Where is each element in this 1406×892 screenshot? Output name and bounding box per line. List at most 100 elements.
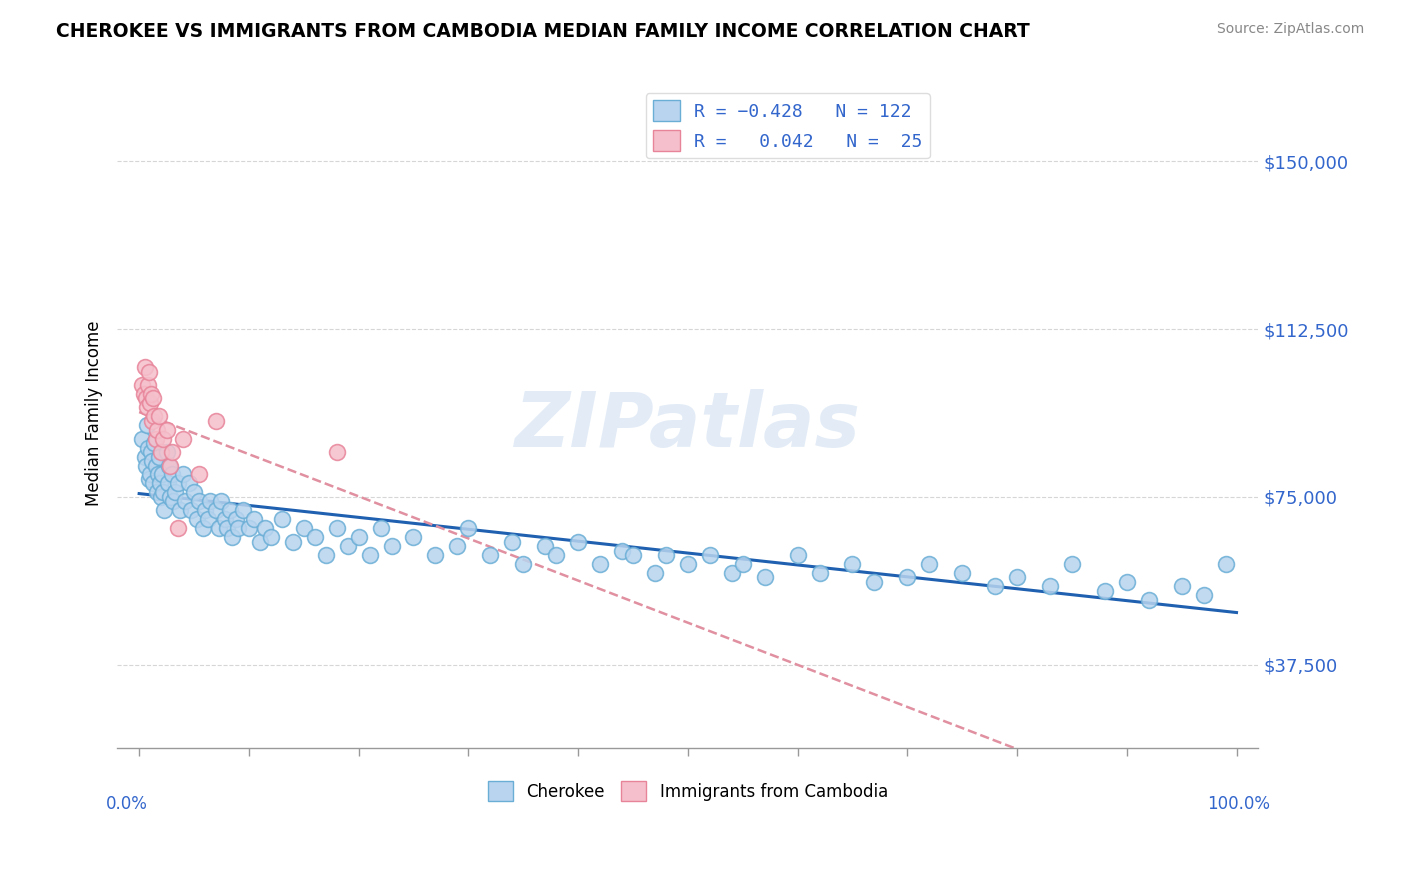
Point bbox=[143, 409, 166, 424]
Point bbox=[1005, 570, 1028, 584]
Point bbox=[160, 445, 183, 459]
Point bbox=[446, 539, 468, 553]
Point bbox=[156, 476, 179, 491]
Point bbox=[142, 392, 165, 406]
Point bbox=[621, 548, 644, 562]
Point bbox=[141, 414, 163, 428]
Point bbox=[1192, 588, 1215, 602]
Point bbox=[145, 423, 167, 437]
Point bbox=[219, 503, 242, 517]
Point bbox=[135, 401, 157, 415]
Point bbox=[863, 574, 886, 589]
Point bbox=[200, 494, 222, 508]
Point bbox=[208, 521, 231, 535]
Point bbox=[149, 476, 172, 491]
Point bbox=[950, 566, 973, 580]
Point bbox=[166, 476, 188, 491]
Point bbox=[786, 548, 808, 562]
Point bbox=[731, 557, 754, 571]
Point bbox=[214, 512, 236, 526]
Point bbox=[160, 467, 183, 482]
Point bbox=[183, 485, 205, 500]
Point bbox=[655, 548, 678, 562]
Point bbox=[188, 467, 211, 482]
Text: CHEROKEE VS IMMIGRANTS FROM CAMBODIA MEDIAN FAMILY INCOME CORRELATION CHART: CHEROKEE VS IMMIGRANTS FROM CAMBODIA MED… bbox=[56, 22, 1031, 41]
Point bbox=[260, 530, 283, 544]
Point bbox=[136, 378, 159, 392]
Legend: Cherokee, Immigrants from Cambodia: Cherokee, Immigrants from Cambodia bbox=[481, 774, 894, 807]
Point bbox=[134, 450, 156, 464]
Point bbox=[676, 557, 699, 571]
Point bbox=[984, 579, 1007, 593]
Point bbox=[139, 467, 162, 482]
Point bbox=[153, 503, 176, 517]
Point bbox=[138, 472, 160, 486]
Point bbox=[141, 387, 163, 401]
Point bbox=[918, 557, 941, 571]
Point bbox=[150, 467, 173, 482]
Point bbox=[254, 521, 277, 535]
Point bbox=[132, 387, 155, 401]
Point bbox=[177, 476, 200, 491]
Point bbox=[145, 458, 167, 473]
Point bbox=[155, 445, 177, 459]
Point bbox=[197, 512, 219, 526]
Point bbox=[134, 360, 156, 375]
Point bbox=[135, 458, 157, 473]
Y-axis label: Median Family Income: Median Family Income bbox=[86, 320, 103, 506]
Point bbox=[152, 432, 174, 446]
Point bbox=[141, 445, 163, 459]
Point bbox=[169, 503, 191, 517]
Point bbox=[1115, 574, 1137, 589]
Point bbox=[136, 441, 159, 455]
Point bbox=[166, 521, 188, 535]
Point bbox=[142, 476, 165, 491]
Point bbox=[186, 512, 208, 526]
Point bbox=[270, 512, 292, 526]
Point bbox=[191, 521, 214, 535]
Point bbox=[165, 485, 187, 500]
Point bbox=[325, 445, 347, 459]
Point bbox=[546, 548, 568, 562]
Point bbox=[226, 521, 249, 535]
Text: Source: ZipAtlas.com: Source: ZipAtlas.com bbox=[1216, 22, 1364, 37]
Point bbox=[135, 392, 157, 406]
Point bbox=[841, 557, 863, 571]
Point bbox=[754, 570, 776, 584]
Point bbox=[292, 521, 315, 535]
Point bbox=[205, 414, 228, 428]
Point bbox=[1039, 579, 1062, 593]
Point bbox=[1215, 557, 1237, 571]
Point bbox=[699, 548, 721, 562]
Point bbox=[145, 432, 167, 446]
Point bbox=[150, 490, 173, 504]
Point bbox=[174, 494, 197, 508]
Point bbox=[1170, 579, 1192, 593]
Point bbox=[221, 530, 243, 544]
Point bbox=[143, 436, 166, 450]
Point bbox=[135, 418, 157, 433]
Point bbox=[425, 548, 447, 562]
Point bbox=[380, 539, 402, 553]
Point bbox=[479, 548, 502, 562]
Point bbox=[172, 432, 194, 446]
Point bbox=[610, 543, 633, 558]
Point bbox=[172, 467, 194, 482]
Point bbox=[159, 490, 181, 504]
Point bbox=[150, 445, 173, 459]
Text: ZIPatlas: ZIPatlas bbox=[515, 390, 860, 463]
Point bbox=[162, 494, 184, 508]
Point bbox=[720, 566, 742, 580]
Text: 100.0%: 100.0% bbox=[1206, 796, 1270, 814]
Point bbox=[188, 494, 211, 508]
Point bbox=[336, 539, 359, 553]
Point bbox=[402, 530, 425, 544]
Text: 0.0%: 0.0% bbox=[105, 796, 148, 814]
Point bbox=[347, 530, 370, 544]
Point bbox=[145, 485, 167, 500]
Point bbox=[644, 566, 666, 580]
Point bbox=[146, 467, 169, 482]
Point bbox=[808, 566, 831, 580]
Point bbox=[139, 396, 162, 410]
Point bbox=[225, 512, 247, 526]
